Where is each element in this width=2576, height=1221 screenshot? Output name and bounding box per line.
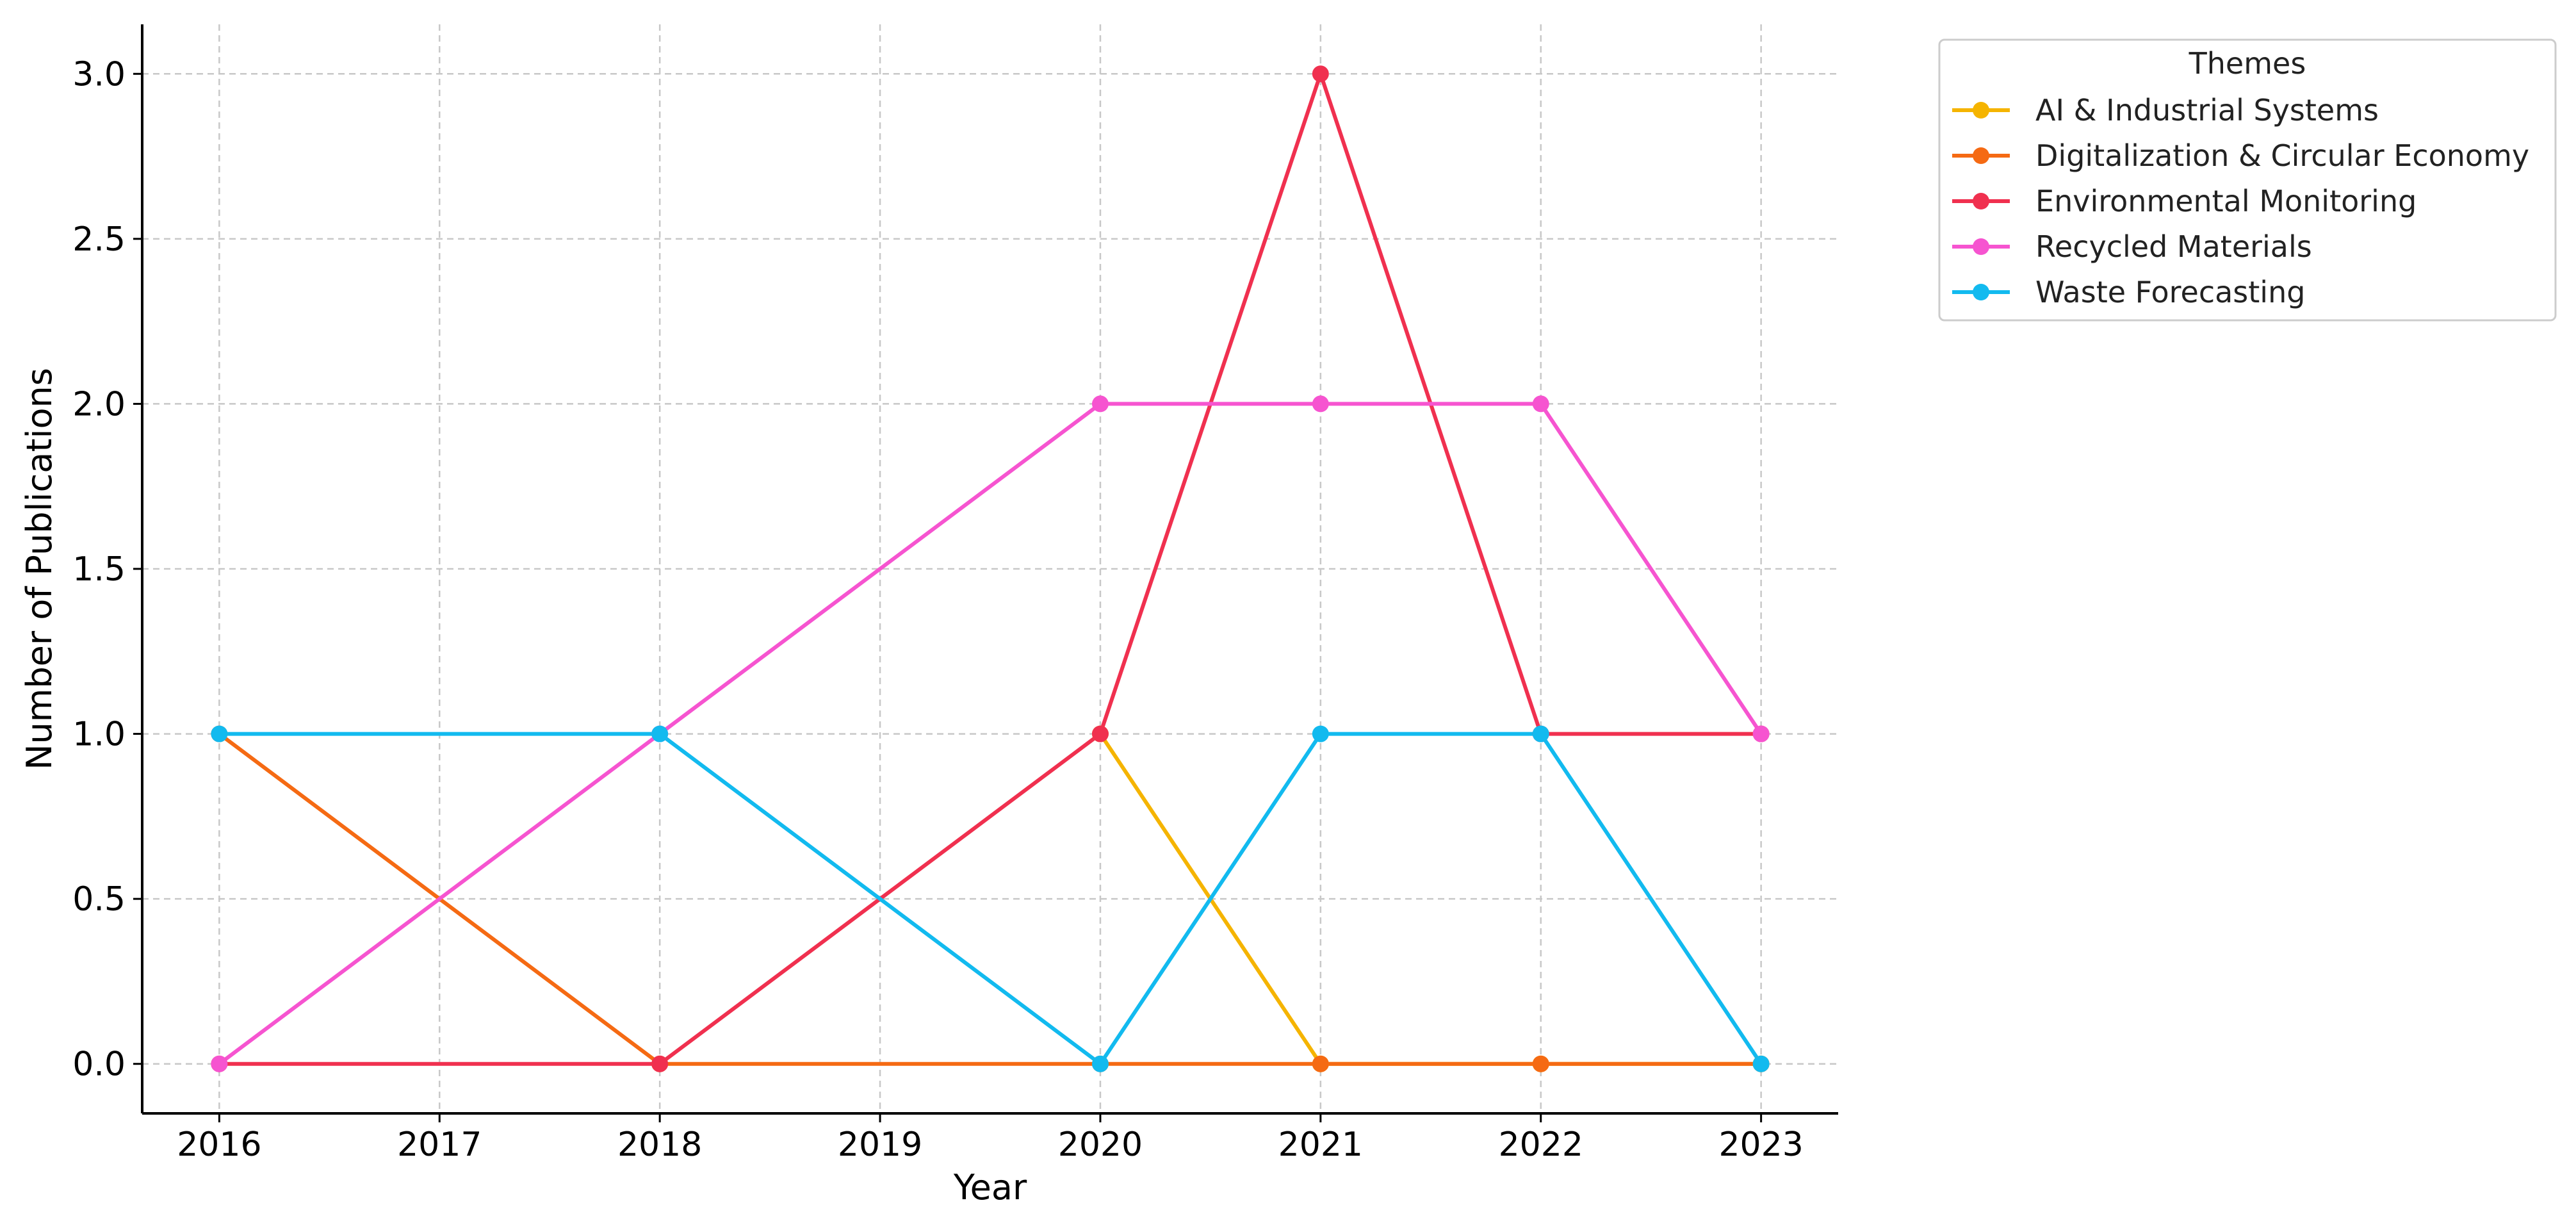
data-point xyxy=(1091,725,1109,742)
legend-swatch-marker xyxy=(1973,238,1989,255)
y-tick-label: 2.5 xyxy=(72,220,126,259)
data-point xyxy=(1091,1055,1109,1072)
legend-swatch-marker xyxy=(1973,284,1989,300)
legend-swatch-marker xyxy=(1973,193,1989,209)
series-line xyxy=(217,732,1763,1066)
legend-box xyxy=(1938,38,2557,322)
data-point xyxy=(1091,395,1109,413)
legend-title: Themes xyxy=(2189,46,2306,81)
legend-label: Recycled Materials xyxy=(2035,229,2312,264)
legend-label: Environmental Monitoring xyxy=(2035,184,2417,218)
data-point xyxy=(1532,1055,1549,1072)
y-tick-label: 2.0 xyxy=(72,385,126,423)
y-axis-title: Number of Publications xyxy=(19,368,60,770)
x-tick-label: 2018 xyxy=(617,1126,702,1164)
x-axis-ticks: 2016 2017 2018 2019 2020 2021 2022 2023 xyxy=(177,1113,1804,1164)
data-point xyxy=(1752,1055,1770,1072)
data-point xyxy=(1752,725,1770,742)
y-tick-label: 0.0 xyxy=(72,1045,126,1084)
y-tick-label: 3.0 xyxy=(72,55,126,94)
data-point xyxy=(1312,725,1329,742)
data-point xyxy=(211,725,228,742)
legend-label: Digitalization & Circular Economy xyxy=(2035,138,2529,173)
x-tick-label: 2020 xyxy=(1058,1126,1143,1164)
y-axis-ticks: 0.0 0.5 1.0 1.5 2.0 2.5 3.0 xyxy=(72,55,142,1084)
x-tick-label: 2021 xyxy=(1278,1126,1363,1164)
x-tick-label: 2016 xyxy=(177,1126,261,1164)
y-tick-label: 1.5 xyxy=(72,550,126,589)
y-tick-label: 1.0 xyxy=(72,716,126,754)
legend-items: AI & Industrial Systems Digitalization & … xyxy=(1952,93,2529,309)
legend-label: Waste Forecasting xyxy=(2035,275,2305,309)
legend-swatch-marker xyxy=(1973,147,1989,164)
data-point xyxy=(651,1055,669,1072)
x-tick-label: 2017 xyxy=(397,1126,482,1164)
x-tick-label: 2022 xyxy=(1499,1126,1583,1164)
data-point xyxy=(1532,725,1549,742)
series-line xyxy=(217,732,1763,1066)
legend-swatch-marker xyxy=(1973,102,1989,119)
data-point xyxy=(1312,65,1329,83)
x-tick-label: 2023 xyxy=(1718,1126,1803,1164)
data-point xyxy=(651,725,669,742)
legend-label: AI & Industrial Systems xyxy=(2035,93,2379,127)
data-point xyxy=(1312,1055,1329,1072)
series-lines xyxy=(217,72,1763,1066)
y-tick-label: 0.5 xyxy=(72,880,126,919)
series-line xyxy=(217,402,1763,1066)
x-tick-label: 2019 xyxy=(838,1126,922,1164)
data-point xyxy=(211,1055,228,1072)
data-point xyxy=(1532,395,1549,413)
series-markers xyxy=(211,65,1770,1072)
x-axis-title: Year xyxy=(953,1167,1027,1208)
data-point xyxy=(1312,395,1329,413)
legend: Themes AI & Industrial Systems Digitaliza… xyxy=(1938,38,2557,322)
gridlines xyxy=(142,24,1838,1113)
